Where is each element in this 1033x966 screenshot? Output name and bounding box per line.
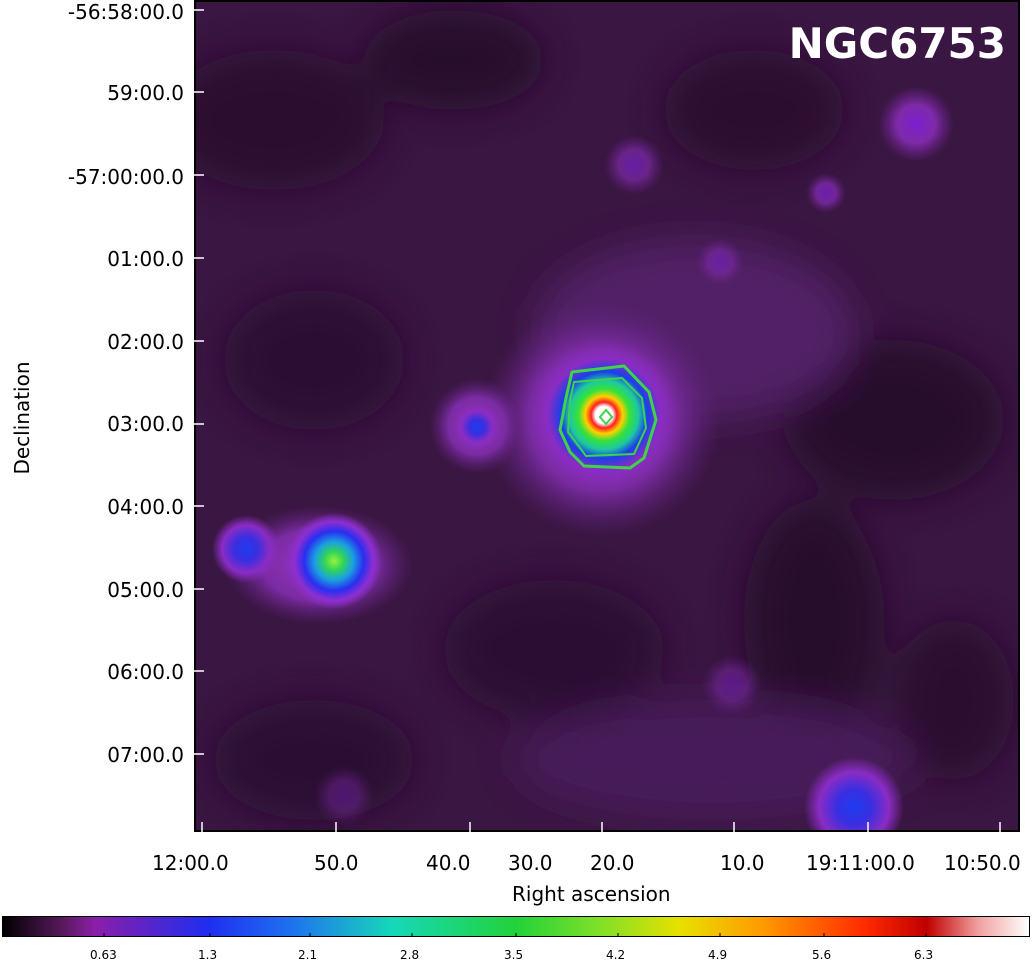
y-tick-label: 06:00.0 <box>107 660 184 684</box>
source-south <box>804 757 904 832</box>
x-tick-label: 20.0 <box>590 851 635 875</box>
contour-core <box>598 408 614 426</box>
source-northeast <box>878 86 954 162</box>
y-tick-label: 02:00.0 <box>107 330 184 354</box>
sky-image: NGC6753 <box>194 0 1020 832</box>
x-tick-label: 30.0 <box>508 851 553 875</box>
colorbar-label: 2.1 <box>298 948 318 962</box>
contour-inner <box>567 377 647 457</box>
y-tick-label: 04:00.0 <box>107 495 184 519</box>
y-tick-label: 05:00.0 <box>107 578 184 602</box>
colorbar-label: 3.5 <box>504 948 524 962</box>
y-tick-label: 01:00.0 <box>107 247 184 271</box>
x-axis-title: Right ascension <box>512 882 671 906</box>
contour-outer <box>558 364 658 470</box>
y-tick-label: 03:00.0 <box>107 412 184 436</box>
colorbar-label: 4.9 <box>708 948 728 962</box>
x-tick-label: 12:00.0 <box>152 851 229 875</box>
x-tick-label: 40.0 <box>426 851 471 875</box>
tick-marks <box>194 9 1001 832</box>
y-tick-label: -57:00:00.0 <box>67 165 184 189</box>
y-axis-title: Declination <box>10 361 34 475</box>
source-mid <box>455 405 499 449</box>
x-tick-label: 19:11:00.0 <box>806 851 915 875</box>
colorbar <box>2 916 1030 937</box>
colorbar-label: 6.3 <box>914 948 934 962</box>
source-east <box>212 515 280 583</box>
colorbar-label: 1.3 <box>198 948 218 962</box>
x-tick-label: 10:50.0 <box>944 851 1021 875</box>
colorbar-label: 5.6 <box>812 948 832 962</box>
source-green <box>286 513 382 609</box>
y-tick-label: 07:00.0 <box>107 743 184 767</box>
colorbar-label: 2.8 <box>400 948 420 962</box>
x-tick-label: 10.0 <box>720 851 765 875</box>
colorbar-label: 0.63 <box>90 948 117 962</box>
x-tick-label: 50.0 <box>314 851 359 875</box>
object-label: NGC6753 <box>789 19 1006 68</box>
colorbar-label: 4.2 <box>606 948 626 962</box>
y-tick-label: 59:00.0 <box>107 81 184 105</box>
y-tick-label: -56:58:00.0 <box>67 0 184 24</box>
